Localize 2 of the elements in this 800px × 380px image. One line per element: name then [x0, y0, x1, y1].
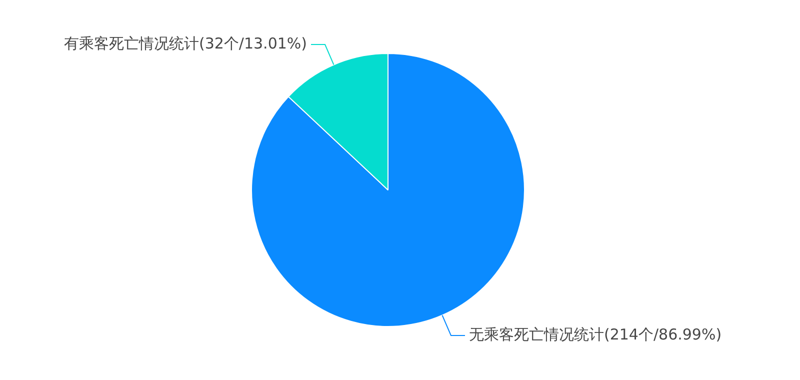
slice-label: 有乘客死亡情况统计(32个/13.01%) [64, 34, 308, 52]
slice-label: 无乘客死亡情况统计(214个/86.99%) [468, 325, 722, 344]
